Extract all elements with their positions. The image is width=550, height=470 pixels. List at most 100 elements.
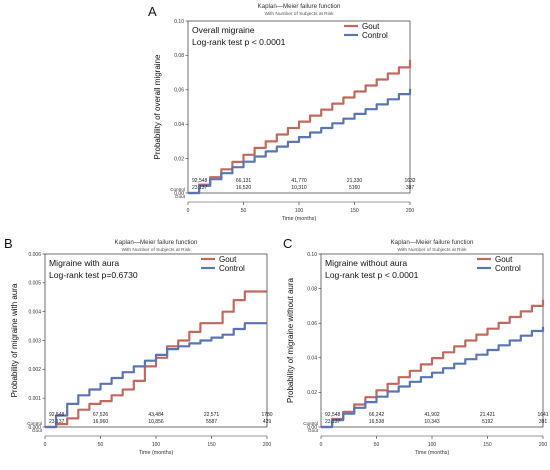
y-tick-label: 0.06 (174, 88, 184, 94)
x-axis-label: Time (months) (282, 216, 317, 222)
legend-label-control: Control (219, 264, 245, 273)
x-tick-label: 0 (320, 442, 323, 448)
annotation-logrank: Log-rank test p < 0.0001 (192, 37, 286, 47)
x-tick-label: 150 (350, 208, 359, 214)
chart-subtitle: With Number of Subjects at Risk (264, 11, 334, 17)
at-risk-row-label: Gout (32, 428, 43, 433)
legend-label-control: Control (495, 264, 521, 273)
y-tick-label: 0.02 (307, 390, 317, 396)
at-risk-value: 92,548 (49, 412, 65, 418)
panel-label-c: C (283, 236, 293, 251)
x-tick-label: 150 (483, 442, 492, 448)
at-risk-value: 23,137 (325, 419, 341, 425)
at-risk-value: 5587 (206, 419, 217, 425)
at-risk-value: 66,242 (369, 412, 385, 418)
at-risk-value: 67,526 (93, 412, 109, 418)
at-risk-value: 387 (406, 185, 415, 191)
chart-subtitle: With Number of Subjects at Risk (121, 247, 191, 253)
series-line-control (188, 88, 412, 195)
panel-label-a: A (148, 4, 157, 19)
plot-frame (320, 253, 544, 428)
annotation-title: Migraine with aura (49, 258, 119, 268)
at-risk-value: 1780 (261, 412, 272, 418)
x-tick-label: 0 (187, 208, 190, 214)
y-tick-label: 0.04 (307, 356, 317, 362)
x-tick-label: 0 (44, 442, 47, 448)
chart-title: Kaplan—Meier failure function (115, 239, 198, 246)
at-risk-value: 41,902 (424, 412, 440, 418)
x-tick-label: 200 (539, 442, 548, 448)
at-risk-value: 66,131 (236, 178, 252, 184)
at-risk-value: 16,538 (369, 419, 385, 425)
x-tick-label: 100 (428, 442, 437, 448)
chart-title: Kaplan—Meier failure function (258, 3, 341, 10)
y-tick-label: 0.08 (307, 286, 317, 292)
x-axis-label: Time (months) (139, 450, 174, 456)
x-tick-label: 100 (295, 208, 304, 214)
at-risk-value: 1632 (404, 178, 415, 184)
legend-label-gout: Gout (362, 22, 380, 31)
at-risk-value: 43,484 (148, 412, 164, 418)
at-risk-value: 16,960 (93, 419, 109, 425)
y-tick-label: 0.000 (28, 425, 41, 431)
at-risk-value: 429 (263, 419, 272, 425)
y-tick-label: 0.006 (28, 252, 41, 258)
at-risk-row-label: Gout (175, 194, 186, 199)
y-tick-label: 0.08 (174, 53, 184, 59)
at-risk-row-label: Control (303, 421, 318, 426)
y-tick-label: 0.06 (307, 321, 317, 327)
series-line-gout (321, 299, 545, 429)
y-tick-label: 0.004 (28, 309, 41, 315)
y-tick-label: 0.00 (307, 425, 317, 431)
legend-label-gout: Gout (495, 255, 513, 264)
x-tick-label: 50 (241, 208, 247, 214)
x-tick-label: 50 (98, 442, 104, 448)
at-risk-value: 21,330 (347, 178, 363, 184)
at-risk-value: 10,343 (424, 419, 440, 425)
chart-subtitle: With Number of Subjects at Risk (397, 247, 467, 253)
at-risk-value: 41,770 (291, 178, 307, 184)
y-axis-label: Probability of migraine with aura (10, 283, 19, 397)
at-risk-value: 1641 (537, 412, 548, 418)
y-tick-label: 0.003 (28, 338, 41, 344)
y-tick-label: 0.002 (28, 367, 41, 373)
at-risk-value: 10,856 (148, 419, 164, 425)
series-line-gout (188, 59, 412, 195)
at-risk-value: 92,548 (192, 178, 208, 184)
at-risk-value: 16,520 (236, 185, 252, 191)
at-risk-value: 23,137 (49, 419, 65, 425)
y-tick-label: 0.00 (174, 191, 184, 197)
chart-title: Kaplan—Meier failure function (391, 239, 474, 246)
at-risk-value: 92,548 (325, 412, 341, 418)
x-tick-label: 200 (263, 442, 272, 448)
at-risk-row-label: Control (170, 187, 185, 192)
at-risk-value: 22,571 (204, 412, 220, 418)
at-risk-row-label: Gout (308, 428, 319, 433)
annotation-logrank: Log-rank test p=0.6730 (49, 270, 138, 280)
y-axis-label: Probability of migraine without aura (286, 277, 295, 403)
y-tick-label: 0.005 (28, 281, 41, 287)
y-tick-label: 0.10 (307, 252, 317, 258)
plot-frame (187, 20, 411, 194)
x-tick-label: 100 (152, 442, 161, 448)
y-tick-label: 0.001 (28, 396, 41, 402)
x-tick-label: 150 (207, 442, 216, 448)
at-risk-value: 391 (539, 419, 548, 425)
annotation-logrank: Log-rank test p < 0.0001 (325, 270, 419, 280)
at-risk-value: 23,137 (192, 185, 208, 191)
at-risk-value: 5192 (482, 419, 493, 425)
annotation-title: Migraine without aura (325, 258, 407, 268)
legend-label-gout: Gout (219, 255, 237, 264)
y-tick-label: 0.04 (174, 122, 184, 128)
at-risk-value: 5160 (349, 185, 360, 191)
y-tick-label: 0.02 (174, 156, 184, 162)
series-line-control (321, 326, 545, 429)
panel-label-b: B (4, 236, 13, 251)
x-tick-label: 50 (374, 442, 380, 448)
at-risk-row-label: Control (27, 421, 42, 426)
